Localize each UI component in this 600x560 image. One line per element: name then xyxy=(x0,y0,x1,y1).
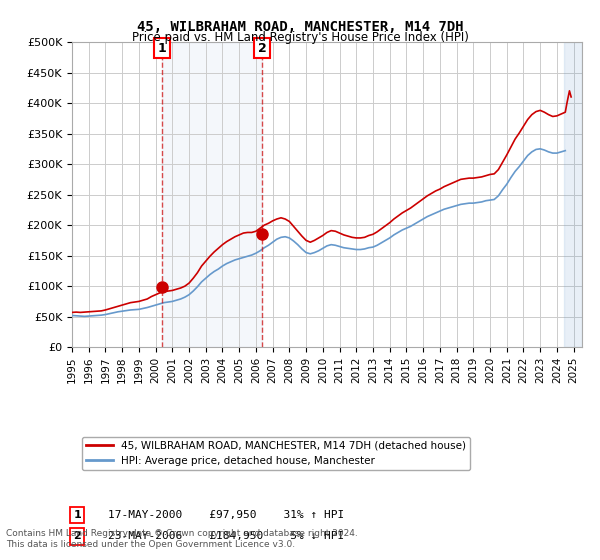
Text: 2: 2 xyxy=(73,531,81,542)
Text: 2: 2 xyxy=(258,41,266,55)
Bar xyxy=(563,42,582,347)
Text: 17-MAY-2000    £97,950    31% ↑ HPI: 17-MAY-2000 £97,950 31% ↑ HPI xyxy=(108,510,344,520)
Text: 1: 1 xyxy=(73,510,81,520)
Text: Contains HM Land Registry data © Crown copyright and database right 2024.
This d: Contains HM Land Registry data © Crown c… xyxy=(6,529,358,549)
Text: 1: 1 xyxy=(158,41,166,55)
Bar xyxy=(162,42,262,347)
Text: Price paid vs. HM Land Registry's House Price Index (HPI): Price paid vs. HM Land Registry's House … xyxy=(131,31,469,44)
Legend: 45, WILBRAHAM ROAD, MANCHESTER, M14 7DH (detached house), HPI: Average price, de: 45, WILBRAHAM ROAD, MANCHESTER, M14 7DH … xyxy=(82,437,470,470)
Bar xyxy=(563,42,582,347)
Text: 23-MAY-2006    £184,950    5% ↓ HPI: 23-MAY-2006 £184,950 5% ↓ HPI xyxy=(108,531,344,542)
Text: 45, WILBRAHAM ROAD, MANCHESTER, M14 7DH: 45, WILBRAHAM ROAD, MANCHESTER, M14 7DH xyxy=(137,20,463,34)
